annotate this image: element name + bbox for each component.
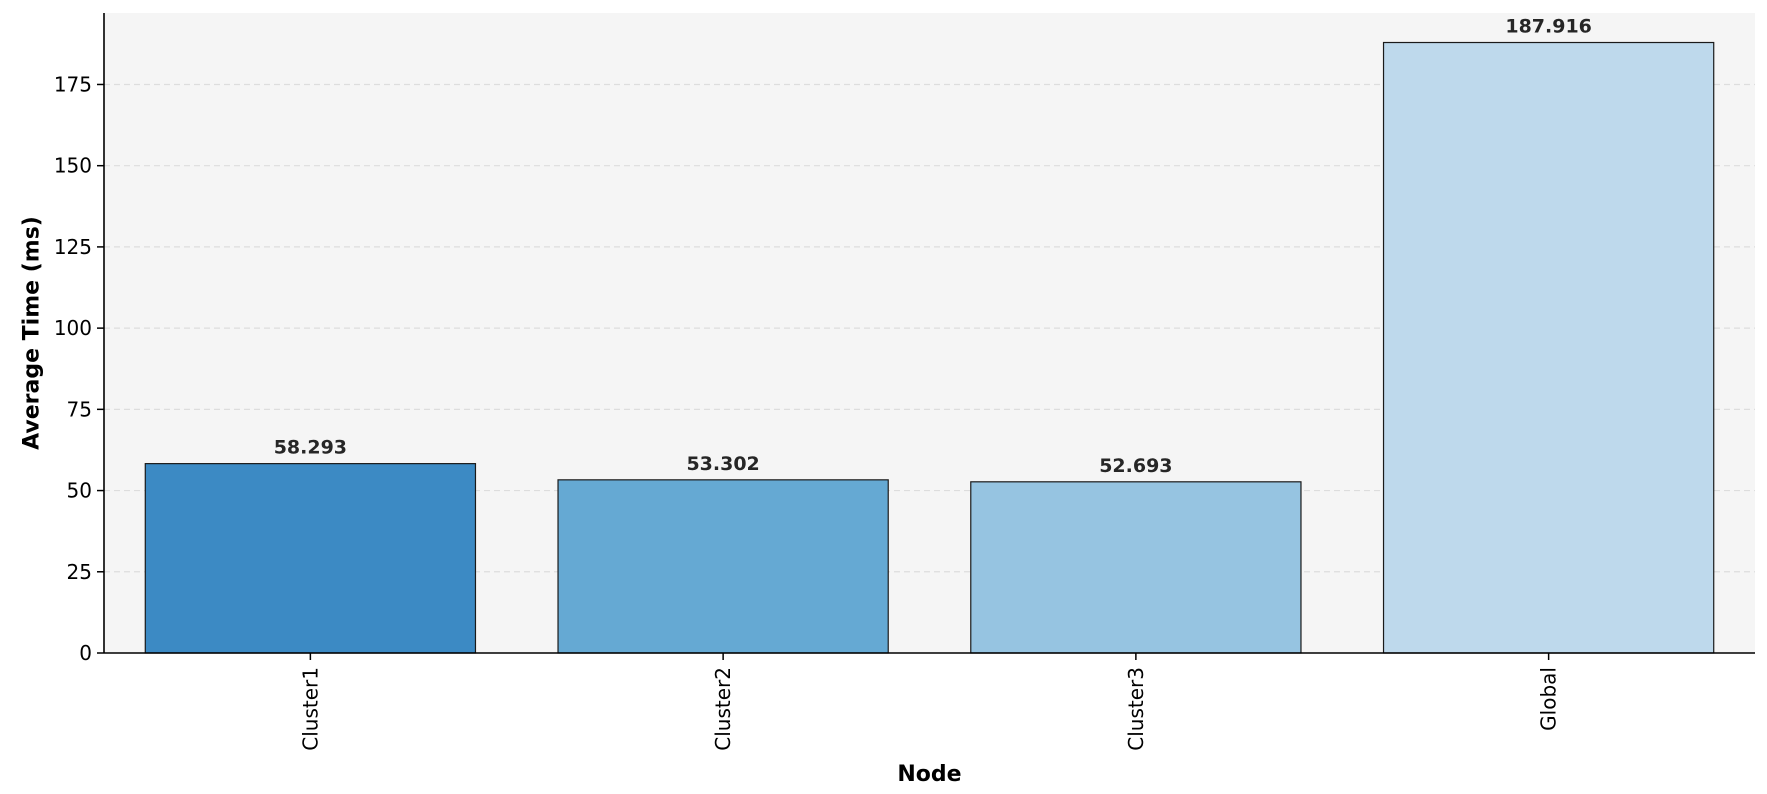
bars <box>144 41 1715 654</box>
bar-global <box>1382 41 1715 654</box>
bar-cluster2 <box>557 479 889 654</box>
axes <box>103 13 1755 654</box>
y-axis-ticks: 0 25 50 75 100 125 150 175 <box>54 72 104 665</box>
value-label: 187.916 <box>1505 16 1592 38</box>
value-label: 53.302 <box>686 453 759 475</box>
value-label: 52.693 <box>1099 455 1172 477</box>
bar-cluster3 <box>970 481 1302 654</box>
x-axis-title: Node <box>897 762 961 787</box>
x-tick-label: Cluster2 <box>711 667 735 751</box>
value-labels: 58.293 53.302 52.693 187.916 <box>274 16 1592 477</box>
y-tick-label: 25 <box>67 560 92 584</box>
bar-cluster1 <box>144 463 477 654</box>
y-tick-label: 0 <box>79 641 92 665</box>
x-tick-label: Cluster1 <box>298 667 322 751</box>
value-label: 58.293 <box>274 437 347 459</box>
y-axis-title: Average Time (ms) <box>20 216 45 450</box>
y-tick-label: 75 <box>67 397 92 421</box>
x-axis-ticks: Cluster1 Cluster2 Cluster3 Global <box>298 653 1561 751</box>
y-tick-label: 150 <box>54 154 92 178</box>
y-tick-label: 100 <box>54 316 92 340</box>
x-tick-label: Cluster3 <box>1124 667 1148 751</box>
y-tick-label: 175 <box>54 72 92 96</box>
x-tick-label: Global <box>1537 667 1561 731</box>
y-tick-label: 125 <box>54 235 92 259</box>
y-tick-label: 50 <box>67 479 92 503</box>
